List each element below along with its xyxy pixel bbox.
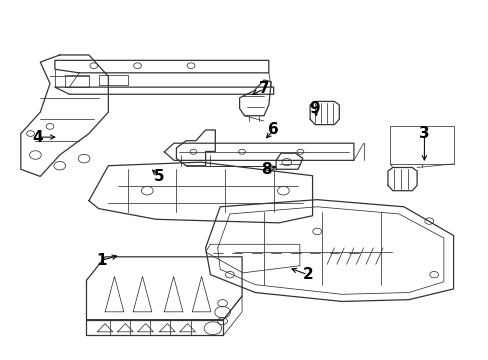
Polygon shape — [276, 153, 302, 169]
Polygon shape — [223, 296, 242, 336]
Polygon shape — [55, 87, 273, 94]
Polygon shape — [164, 143, 353, 160]
Text: 5: 5 — [154, 169, 164, 184]
Text: 7: 7 — [258, 81, 269, 96]
Text: 9: 9 — [309, 101, 320, 116]
Polygon shape — [86, 320, 223, 336]
Polygon shape — [55, 60, 268, 73]
Polygon shape — [309, 102, 339, 125]
Polygon shape — [239, 80, 271, 116]
Text: 8: 8 — [261, 162, 271, 177]
Polygon shape — [64, 75, 89, 87]
Polygon shape — [86, 257, 242, 320]
Text: 1: 1 — [96, 253, 106, 268]
Polygon shape — [205, 244, 299, 273]
Text: 4: 4 — [33, 130, 43, 145]
Polygon shape — [89, 162, 312, 223]
Text: 2: 2 — [302, 267, 312, 282]
Polygon shape — [21, 55, 108, 176]
Polygon shape — [99, 75, 127, 85]
Polygon shape — [205, 200, 453, 301]
Text: 6: 6 — [268, 122, 279, 138]
Text: 3: 3 — [418, 126, 429, 141]
Polygon shape — [176, 130, 215, 166]
Polygon shape — [387, 167, 416, 191]
